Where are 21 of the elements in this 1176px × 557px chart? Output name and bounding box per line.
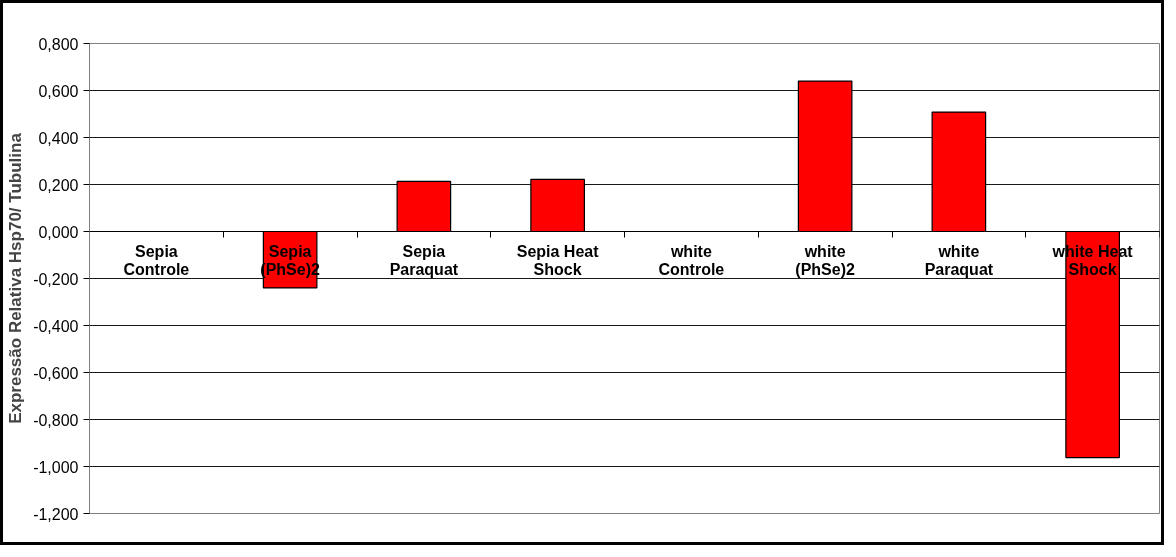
- y-tick-label: 0,400: [38, 129, 79, 147]
- x-tick-label: Sepia Controle: [123, 242, 190, 279]
- y-tick-label: -0,600: [33, 364, 79, 382]
- y-tick-label: -1,200: [33, 505, 79, 523]
- x-tick-label: Sepia Heat Shock: [516, 242, 600, 279]
- bar: [530, 178, 585, 233]
- x-tick-label: white (PhSe)2: [795, 242, 856, 279]
- y-axis-title: Expressão Relativa Hsp70/ Tubulina: [6, 132, 26, 424]
- y-tick-label: 0,200: [38, 176, 79, 194]
- y-tick-label: -1,000: [33, 458, 79, 476]
- bar: [396, 180, 452, 233]
- y-tick-label: -0,400: [33, 317, 79, 335]
- x-tick-label: Sepia Paraquat: [389, 242, 459, 279]
- y-tick-label: -0,800: [33, 411, 79, 429]
- bar: [931, 111, 987, 233]
- y-tick-label: 0,800: [38, 35, 79, 53]
- y-tick-label: 0,600: [38, 82, 79, 100]
- y-tick-label: -0,200: [33, 270, 79, 288]
- y-tick-label: 0,000: [38, 223, 79, 241]
- x-tick-label: white Paraquat: [924, 242, 994, 279]
- x-tick-label: white Controle: [658, 242, 725, 279]
